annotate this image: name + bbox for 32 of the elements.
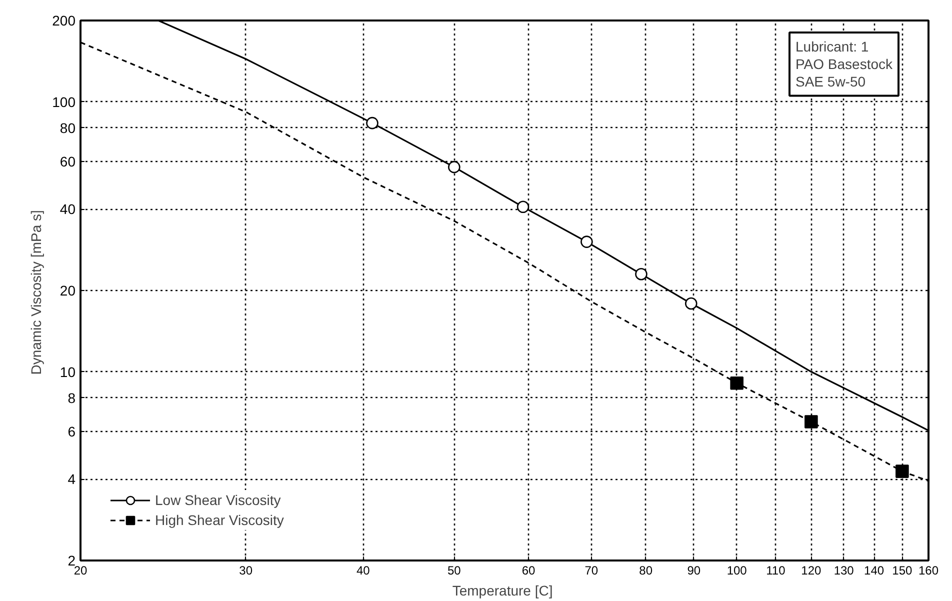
- legend-label: Low Shear Viscosity: [155, 492, 281, 508]
- x-tick-label: 140: [864, 564, 884, 578]
- annotation: Lubricant: 1: [796, 38, 869, 54]
- x-tick-label: 90: [687, 564, 701, 578]
- x-tick-label: 70: [584, 564, 598, 578]
- y-tick-label: 60: [60, 154, 76, 170]
- y-tick-label: 80: [60, 120, 76, 136]
- y-tick-label: 40: [60, 201, 76, 218]
- y-tick-label: 2: [68, 552, 76, 568]
- x-axis-title: Temperature [C]: [452, 582, 553, 598]
- x-tick-label: 40: [356, 564, 370, 578]
- x-tick-label: 30: [239, 564, 253, 578]
- x-tick-label: 100: [726, 564, 748, 578]
- x-tick-label: 130: [834, 564, 854, 578]
- x-tick-label: 160: [918, 564, 939, 578]
- x-tick-label: 80: [639, 564, 653, 578]
- y-tick-label: 20: [60, 282, 76, 298]
- y-tick-label: 10: [60, 364, 76, 380]
- x-tick-label: 50: [447, 564, 462, 578]
- y-tick-label: 8: [68, 390, 76, 406]
- annotation: PAO Basestock: [796, 56, 894, 72]
- y-tick-label: 4: [68, 471, 76, 488]
- x-tick-label: 60: [522, 564, 536, 578]
- x-tick-label: 150: [892, 564, 913, 578]
- y-tick-label: 100: [52, 94, 76, 110]
- y-tick-label: 200: [52, 12, 76, 28]
- x-tick-label: 110: [766, 564, 786, 578]
- y-tick-label: 6: [68, 424, 76, 440]
- x-tick-label: 120: [801, 564, 822, 578]
- legend-label: High Shear Viscosity: [155, 512, 284, 528]
- annotation: SAE 5w-50: [796, 74, 866, 90]
- y-axis-title: Dynamic Viscosity [mPa s]: [28, 210, 44, 375]
